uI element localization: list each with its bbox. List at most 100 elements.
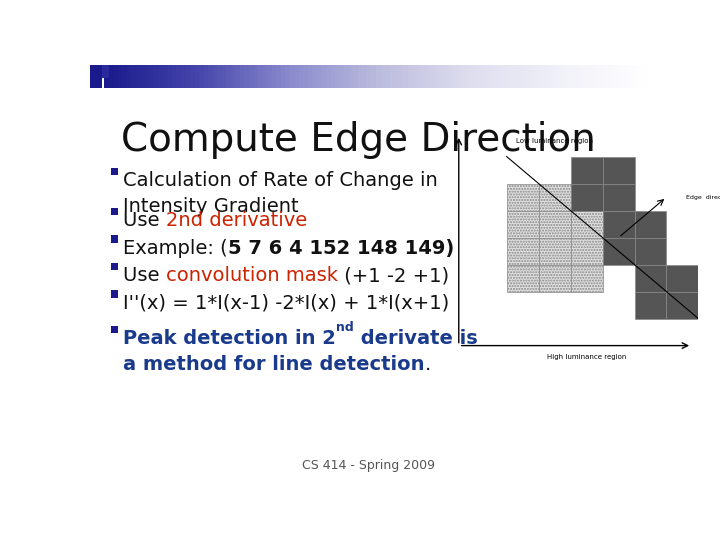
Text: convolution mask: convolution mask xyxy=(166,266,338,285)
Bar xyxy=(285,65,291,87)
Bar xyxy=(644,65,649,87)
Bar xyxy=(168,65,173,87)
Bar xyxy=(326,65,332,87)
Bar xyxy=(571,157,603,184)
Text: I''(x) = 1*I(x-1) -2*I(x) + 1*I(x+1): I''(x) = 1*I(x-1) -2*I(x) + 1*I(x+1) xyxy=(124,294,450,313)
Bar xyxy=(111,263,118,270)
Bar xyxy=(603,238,634,265)
Bar xyxy=(303,65,309,87)
Bar xyxy=(567,65,572,87)
Bar xyxy=(208,65,214,87)
Bar xyxy=(562,65,567,87)
Bar xyxy=(231,65,237,87)
Bar xyxy=(317,65,323,87)
Bar xyxy=(553,65,559,87)
Bar xyxy=(413,65,418,87)
Bar xyxy=(458,65,463,87)
Bar xyxy=(299,65,305,87)
Bar xyxy=(544,65,549,87)
Bar xyxy=(589,65,595,87)
Bar xyxy=(399,65,405,87)
Bar xyxy=(362,65,368,87)
Bar xyxy=(557,65,563,87)
Bar xyxy=(111,208,118,215)
Bar xyxy=(127,65,132,87)
Text: nd: nd xyxy=(336,321,354,334)
Bar xyxy=(630,65,636,87)
Bar xyxy=(394,65,400,87)
Bar xyxy=(503,65,508,87)
Bar xyxy=(104,65,109,87)
Text: Compute Edge Direction: Compute Edge Direction xyxy=(121,121,595,159)
Bar xyxy=(521,65,527,87)
Bar xyxy=(530,65,536,87)
Bar xyxy=(190,65,196,87)
Bar xyxy=(634,211,667,238)
Bar xyxy=(213,65,218,87)
Bar xyxy=(667,265,698,292)
Bar xyxy=(245,65,250,87)
Bar xyxy=(145,65,150,87)
Bar xyxy=(539,265,571,292)
Bar xyxy=(539,65,545,87)
Bar xyxy=(507,265,539,292)
Text: 5 7 6 4 152 148 149): 5 7 6 4 152 148 149) xyxy=(228,239,454,258)
Bar xyxy=(336,65,341,87)
Bar xyxy=(603,157,634,184)
Text: a method for line detection: a method for line detection xyxy=(124,355,425,374)
Bar xyxy=(507,211,539,238)
Bar xyxy=(507,184,539,211)
Text: (+1 -2 +1): (+1 -2 +1) xyxy=(338,266,449,285)
Bar xyxy=(111,235,118,243)
Bar xyxy=(634,265,667,292)
Bar xyxy=(516,65,522,87)
Bar xyxy=(109,65,114,87)
Bar xyxy=(344,65,350,87)
Bar xyxy=(263,65,269,87)
Bar xyxy=(163,65,168,87)
Bar xyxy=(122,65,127,87)
Text: CS 414 - Spring 2009: CS 414 - Spring 2009 xyxy=(302,460,436,472)
Bar xyxy=(471,65,477,87)
Bar xyxy=(508,65,513,87)
Bar xyxy=(616,65,622,87)
Bar xyxy=(271,65,277,87)
Text: High luminance region: High luminance region xyxy=(547,354,626,360)
Bar xyxy=(226,65,232,87)
Bar xyxy=(612,65,617,87)
Bar xyxy=(634,292,667,319)
Bar xyxy=(154,65,159,87)
Bar xyxy=(390,65,395,87)
Bar xyxy=(308,65,314,87)
Bar xyxy=(539,211,571,238)
Text: Calculation of Rate of Change in: Calculation of Rate of Change in xyxy=(124,171,438,190)
Bar xyxy=(453,65,459,87)
Bar xyxy=(117,65,123,87)
Bar xyxy=(580,65,585,87)
Bar xyxy=(603,184,634,211)
Bar xyxy=(312,65,318,87)
Bar xyxy=(176,65,182,87)
Bar xyxy=(526,65,531,87)
Bar xyxy=(476,65,482,87)
Bar xyxy=(444,65,449,87)
Bar xyxy=(431,65,436,87)
Text: Intensity Gradient: Intensity Gradient xyxy=(124,197,299,215)
Bar xyxy=(539,238,571,265)
Bar xyxy=(294,65,300,87)
Bar xyxy=(113,65,119,87)
Bar xyxy=(575,65,581,87)
Bar xyxy=(607,65,613,87)
Text: Use: Use xyxy=(124,266,166,285)
Bar xyxy=(330,65,336,87)
Bar xyxy=(603,65,608,87)
Bar xyxy=(372,65,377,87)
Bar xyxy=(354,65,359,87)
Text: Peak detection in 2: Peak detection in 2 xyxy=(124,329,336,348)
Bar xyxy=(571,238,603,265)
Text: Edge  direction: Edge direction xyxy=(685,194,720,200)
Bar xyxy=(403,65,409,87)
Bar xyxy=(426,65,431,87)
Text: derivate is: derivate is xyxy=(354,329,478,348)
Bar xyxy=(626,65,631,87)
